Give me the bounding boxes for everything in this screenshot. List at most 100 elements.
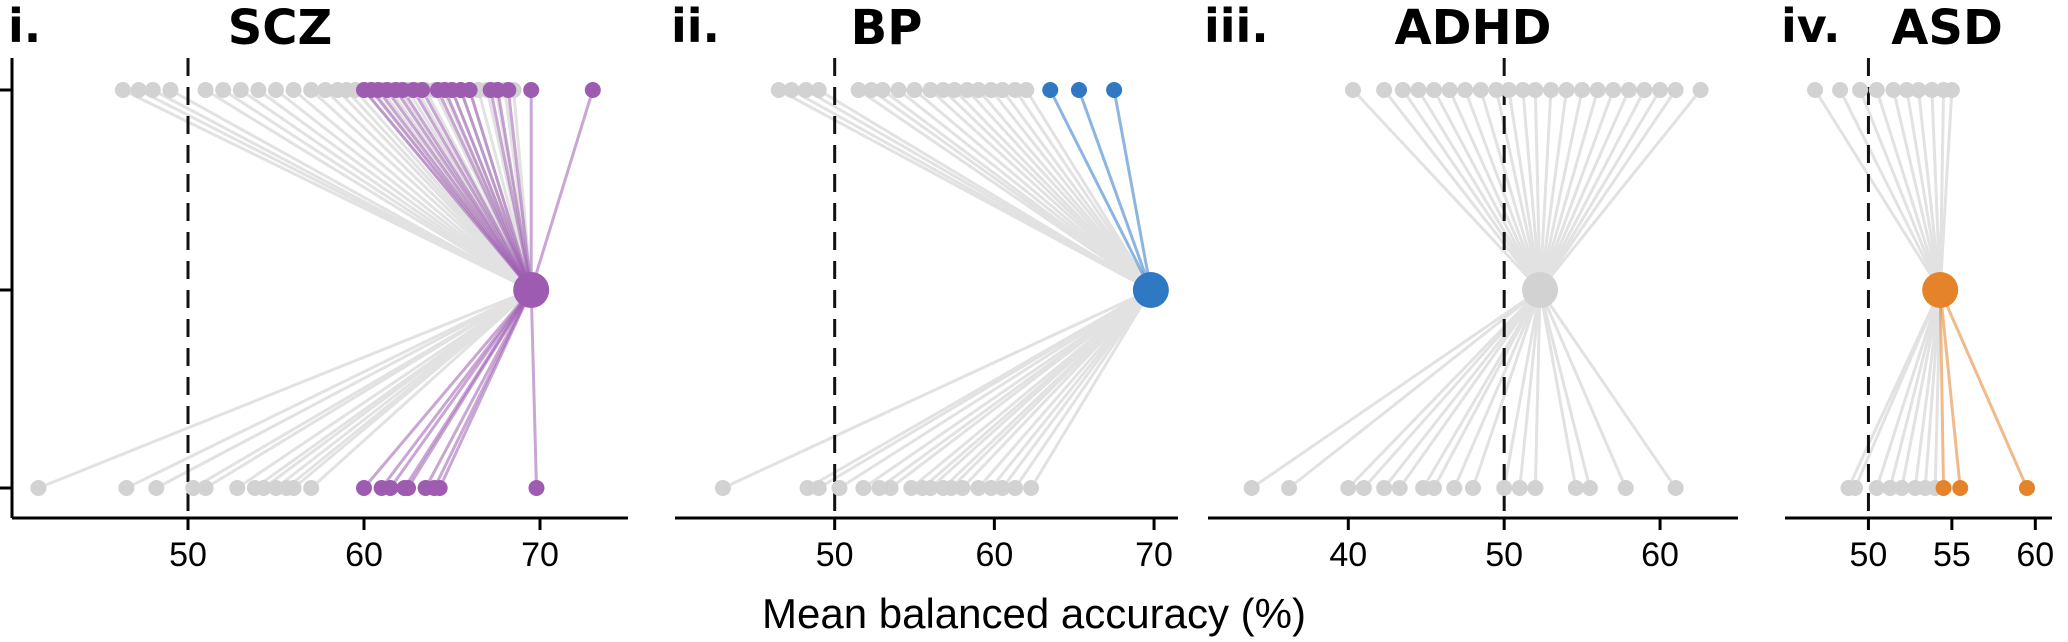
connector-line-gray (292, 88, 533, 292)
connector-line-gray (1538, 289, 1628, 489)
point-bottom-gray (1376, 480, 1393, 496)
point-top-gray (922, 82, 939, 98)
panel-label: iv. (1781, 0, 1840, 53)
panel-2: 50 60 70 ii. BP (671, 0, 1178, 574)
panel-title: ASD (1891, 0, 2003, 56)
connector-line-gray (977, 289, 1152, 489)
connector-line-gray (1838, 89, 1942, 291)
connector-line-gray (1029, 289, 1153, 489)
point-top-gray (1589, 82, 1606, 98)
point-bottom-gray (871, 480, 888, 496)
connector-line-gray (817, 288, 1152, 490)
connector-line-gray (1538, 289, 1677, 489)
point-bottom-gray (1882, 480, 1899, 496)
point-top-gray (285, 82, 302, 98)
connector-line-gray (1875, 89, 1942, 291)
point-bottom-gray (30, 480, 47, 496)
point-bottom-gray (148, 480, 165, 496)
connector-line-gray (37, 288, 532, 490)
connector-line-gray (1533, 289, 1542, 489)
point-top-gray (874, 82, 891, 98)
connector-line-gray (1538, 89, 1584, 291)
point-bottom-gray (1567, 480, 1584, 496)
point-top-gray (1376, 82, 1393, 98)
point-top-gray (1344, 82, 1361, 98)
connector-lines (722, 88, 1153, 490)
connector-line-gray (1382, 89, 1542, 291)
point-bottom-gray (1391, 480, 1408, 496)
connector-line-gray (125, 288, 532, 490)
connector-line-highlight (389, 289, 533, 489)
connector-line-gray (1538, 89, 1646, 291)
connector-line-gray (1538, 289, 1592, 489)
point-top-highlight (461, 82, 478, 98)
point-bottom-gray (882, 480, 899, 496)
connector-line-gray (1347, 288, 1542, 490)
point-center (1132, 272, 1169, 308)
connector-line-highlight (1077, 89, 1153, 291)
connector-line-gray (1923, 289, 1942, 489)
point-top-gray (863, 82, 880, 98)
point-top-highlight (1106, 82, 1123, 98)
connector-line-gray (1452, 289, 1542, 489)
connector-line-highlight (362, 289, 533, 489)
connector-line-gray (1538, 89, 1702, 291)
point-center (513, 272, 550, 308)
connector-lines (37, 88, 595, 490)
point-bottom-gray (1847, 480, 1864, 496)
connector-line-gray (1888, 289, 1942, 489)
connector-line-gray (1853, 289, 1942, 489)
point-top-highlight (500, 82, 517, 98)
point-bottom-gray (831, 480, 848, 496)
connector-line-gray (881, 88, 1152, 292)
connector-line-gray (1538, 89, 1553, 291)
connector-line-gray (1362, 289, 1542, 489)
point-bottom-gray (229, 480, 246, 496)
connector-line-gray (1351, 88, 1542, 292)
connector-line-gray (1892, 89, 1942, 291)
connector-line-gray (1538, 89, 1569, 291)
connector-line-gray (1913, 289, 1942, 489)
point-top-gray (1574, 82, 1591, 98)
point-bottom-gray (1355, 480, 1372, 496)
connector-line-highlight (420, 89, 533, 291)
point-bottom-highlight (1952, 480, 1969, 496)
connector-line-gray (1250, 288, 1541, 490)
point-top-gray (1441, 82, 1458, 98)
point-top-gray (935, 82, 952, 98)
point-top-gray (1898, 82, 1915, 98)
connector-line-highlight (1938, 289, 1962, 489)
panel-label: iii. (1204, 0, 1269, 53)
point-bottom-gray (922, 480, 939, 496)
connector-line-gray (236, 288, 533, 490)
point-top-highlight (1042, 82, 1059, 98)
point-bottom-gray (1426, 480, 1443, 496)
point-top-gray (1620, 82, 1637, 98)
connector-line-highlight (496, 89, 533, 291)
point-top-gray (232, 82, 249, 98)
connector-line-gray (275, 88, 533, 292)
x-tick-label: 50 (1485, 536, 1523, 574)
point-bottom-gray (1340, 480, 1357, 496)
point-top-gray (994, 82, 1011, 98)
connector-line-gray (1288, 288, 1541, 490)
point-bottom-gray (1511, 480, 1528, 496)
point-bottom-gray (1243, 480, 1260, 496)
panel-title: BP (851, 0, 923, 56)
point-top-gray (162, 82, 179, 98)
point-top-gray (250, 82, 267, 98)
point-bottom-gray (1023, 480, 1040, 496)
connector-line-gray (1538, 89, 1662, 291)
point-top-gray (1636, 82, 1653, 98)
panel-3: 40 50 60 iii. ADHD (1204, 0, 1738, 574)
connector-line-gray (239, 88, 533, 292)
point-bottom-gray (185, 480, 202, 496)
connector-line-highlight (406, 289, 533, 489)
connector-line-gray (169, 88, 532, 292)
panel-1: 50 60 70 i. SCZ (0, 0, 628, 574)
connector-line-gray (1900, 289, 1942, 489)
connector-line-gray (1463, 89, 1542, 291)
point-bottom-highlight (400, 480, 416, 496)
connector-line-gray (1013, 89, 1153, 291)
point-top-gray (890, 82, 907, 98)
